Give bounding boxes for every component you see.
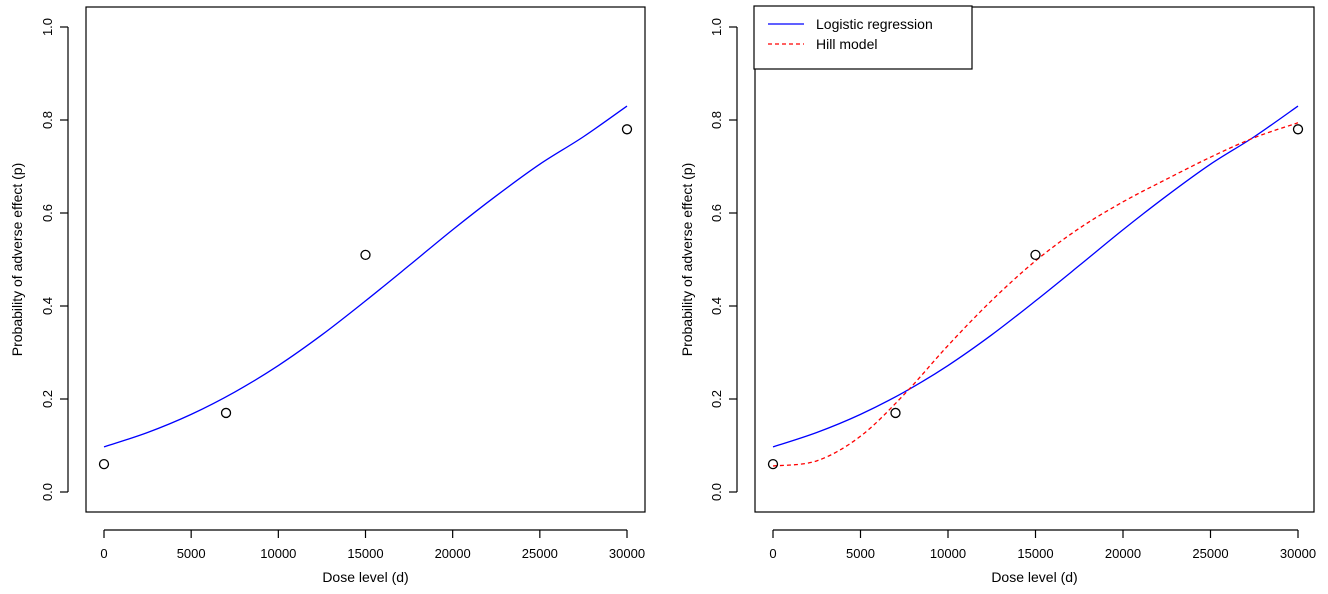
observed-point — [98, 458, 110, 470]
y-tick-label: 0.8 — [709, 111, 724, 129]
x-tick-label: 15000 — [347, 546, 383, 561]
x-tick-label: 10000 — [930, 546, 966, 561]
y-tick-label: 0.4 — [709, 297, 724, 315]
observed-point — [890, 407, 901, 419]
observed-point — [220, 407, 232, 419]
legend-box — [753, 5, 973, 70]
logistic-regression-curve — [103, 105, 628, 448]
legend-label: Logistic regression — [816, 16, 933, 32]
x-tick-label: 0 — [769, 546, 776, 561]
y-tick-label: 0.6 — [40, 204, 55, 222]
x-tick-label: 30000 — [609, 546, 645, 561]
left-chart-panel: 0 5000 10000 15000 20000 25000 30000 0.0 0.2 0.4 0… — [9, 6, 646, 585]
x-tick-label: 15000 — [1017, 546, 1053, 561]
x-tick-label: 20000 — [435, 546, 471, 561]
y-tick-label: 0.2 — [709, 390, 724, 408]
hill-model-curve — [772, 122, 1299, 467]
legend: Logistic regression Hill model — [753, 5, 973, 70]
y-tick-label: 1.0 — [709, 18, 724, 36]
x-tick-label: 25000 — [1192, 546, 1228, 561]
x-tick-label: 25000 — [522, 546, 558, 561]
observed-point — [621, 124, 633, 135]
x-tick-label: 30000 — [1280, 546, 1316, 561]
y-axis-label: Probability of adverse effect (p) — [679, 163, 695, 357]
y-tick-label: 0.4 — [40, 297, 55, 315]
y-tick-label: 1.0 — [40, 18, 55, 36]
x-tick-label: 10000 — [260, 546, 296, 561]
y-tick-label: 0.6 — [709, 204, 724, 222]
logistic-regression-curve — [772, 105, 1299, 448]
observed-point — [360, 249, 371, 261]
plot-frame — [85, 6, 646, 513]
y-tick-label: 0.0 — [40, 483, 55, 501]
x-axis-label: Dose level (d) — [991, 569, 1077, 585]
observed-point — [1292, 124, 1304, 135]
x-tick-label: 20000 — [1105, 546, 1141, 561]
y-tick-label: 0.2 — [40, 390, 55, 408]
legend-label: Hill model — [816, 36, 877, 52]
observed-point — [767, 458, 779, 470]
y-tick-label: 0.0 — [709, 483, 724, 501]
y-tick-label: 0.8 — [40, 111, 55, 129]
x-axis-label: Dose level (d) — [322, 569, 408, 585]
y-axis-label: Probability of adverse effect (p) — [9, 163, 25, 357]
x-tick-label: 5000 — [177, 546, 206, 561]
observed-point — [1030, 249, 1041, 261]
x-tick-label: 5000 — [846, 546, 875, 561]
x-tick-label: 0 — [100, 546, 107, 561]
plot-frame — [754, 6, 1315, 513]
right-chart-panel: 0 5000 10000 15000 20000 25000 30000 0.0 0.2 0.4 0… — [679, 5, 1316, 585]
